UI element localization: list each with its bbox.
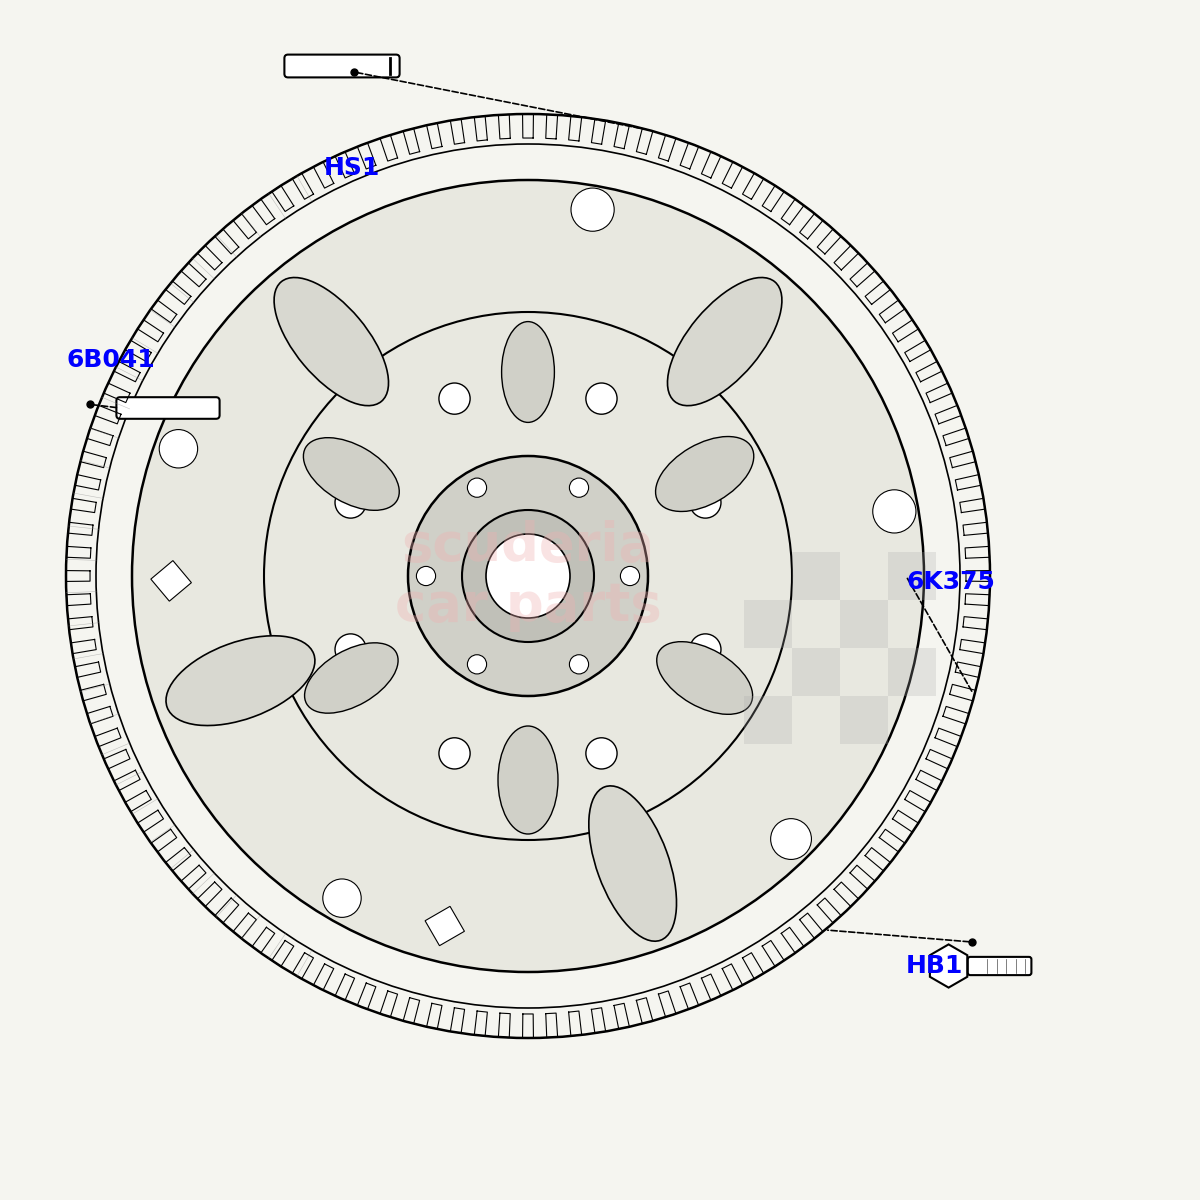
Ellipse shape [274,277,389,406]
Ellipse shape [502,322,554,422]
Circle shape [439,383,470,414]
FancyBboxPatch shape [967,956,1032,976]
Ellipse shape [166,636,314,726]
Circle shape [872,490,916,533]
Circle shape [570,478,589,497]
Bar [888,648,936,696]
Circle shape [586,383,617,414]
Bar [744,600,792,648]
Bar [744,696,792,744]
Circle shape [323,878,361,917]
Bar [888,552,936,600]
Circle shape [468,478,487,497]
Circle shape [690,634,721,665]
Circle shape [335,634,366,665]
Bar [792,648,840,696]
Bar [840,696,888,744]
Text: HS1: HS1 [324,156,380,180]
FancyBboxPatch shape [284,54,400,77]
Circle shape [462,510,594,642]
Circle shape [439,738,470,769]
Circle shape [486,534,570,618]
Circle shape [690,487,721,518]
Text: 6B041: 6B041 [66,348,155,372]
Text: 6K375: 6K375 [906,570,995,594]
Ellipse shape [656,642,752,714]
Circle shape [467,655,487,674]
Circle shape [770,818,811,859]
Ellipse shape [305,643,398,713]
Circle shape [408,456,648,696]
Circle shape [132,180,924,972]
Bar [840,600,888,648]
Text: scuderia
car parts: scuderia car parts [395,520,661,632]
Bar [792,552,840,600]
Polygon shape [930,944,967,988]
Bar [151,560,192,601]
Circle shape [416,566,436,586]
Text: HB1: HB1 [906,954,964,978]
Circle shape [586,738,617,769]
Circle shape [335,487,366,518]
Ellipse shape [667,277,782,406]
Ellipse shape [304,438,400,510]
Ellipse shape [498,726,558,834]
Bar [425,906,464,946]
FancyBboxPatch shape [116,397,220,419]
Circle shape [160,430,198,468]
Circle shape [620,566,640,586]
Circle shape [571,188,614,232]
Ellipse shape [655,437,754,511]
Circle shape [570,655,589,674]
Ellipse shape [589,786,677,941]
